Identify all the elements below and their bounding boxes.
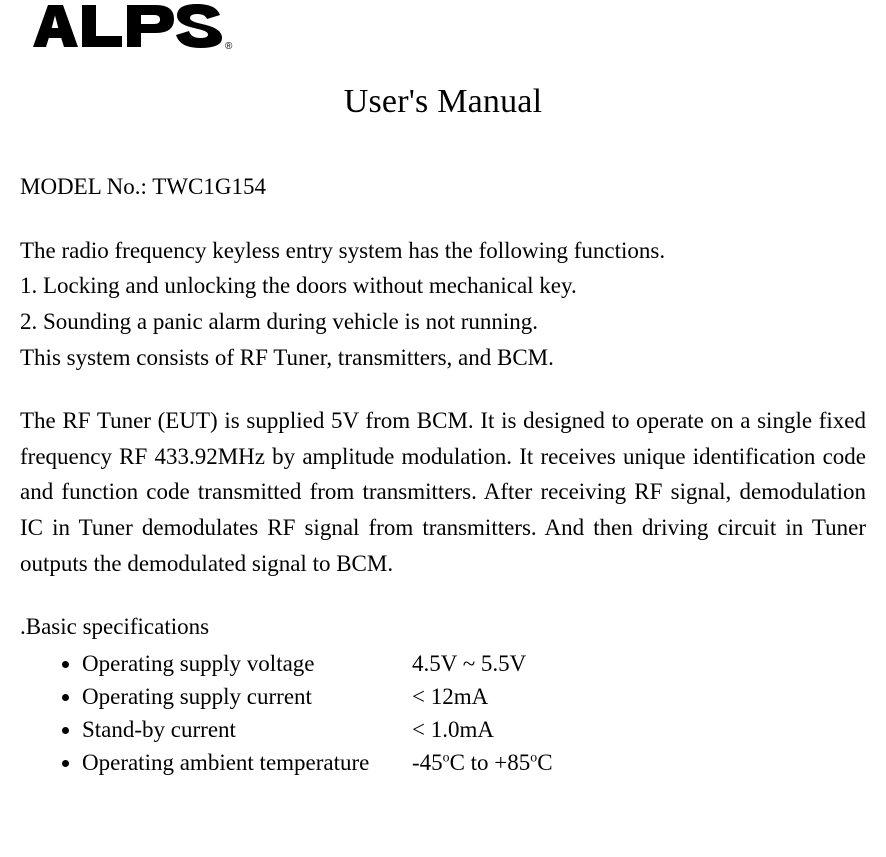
spec-value: -45oC to +85oC xyxy=(412,746,866,779)
logo-row: ® xyxy=(20,0,866,55)
body: MODEL No.: TWC1G154 The radio frequency … xyxy=(20,169,866,779)
function-1: 1. Locking and unlocking the doors witho… xyxy=(20,268,866,304)
consists-line: This system consists of RF Tuner, transm… xyxy=(20,340,866,376)
model-label: MODEL No.: xyxy=(20,174,152,199)
spec-item: Operating supply voltage 4.5V ~ 5.5V xyxy=(82,647,866,680)
function-2: 2. Sounding a panic alarm during vehicle… xyxy=(20,304,866,340)
spec-list: Operating supply voltage 4.5V ~ 5.5V Ope… xyxy=(20,647,866,779)
spec-label: Operating supply voltage xyxy=(82,647,412,680)
page: ® User's Manual MODEL No.: TWC1G154 The … xyxy=(0,0,886,857)
spec-item: Stand-by current < 1.0mA xyxy=(82,713,866,746)
intro-line: The radio frequency keyless entry system… xyxy=(20,233,866,269)
spec-value: < 1.0mA xyxy=(412,713,866,746)
spec-label: Operating supply current xyxy=(82,680,412,713)
functions-block: The radio frequency keyless entry system… xyxy=(20,233,866,376)
model-value: TWC1G154 xyxy=(152,174,266,199)
spec-item: Operating supply current < 12mA xyxy=(82,680,866,713)
spec-heading: .Basic specifications xyxy=(20,609,866,645)
description-paragraph: The RF Tuner (EUT) is supplied 5V from B… xyxy=(20,403,866,581)
spec-label: Stand-by current xyxy=(82,713,412,746)
alps-logo: ® xyxy=(24,3,234,55)
spec-item: Operating ambient temperature -45oC to +… xyxy=(82,746,866,779)
spec-value: < 12mA xyxy=(412,680,866,713)
spec-value: 4.5V ~ 5.5V xyxy=(412,647,866,680)
model-line: MODEL No.: TWC1G154 xyxy=(20,169,866,205)
spec-label: Operating ambient temperature xyxy=(82,746,412,779)
document-title: User's Manual xyxy=(20,83,866,121)
reg-mark: ® xyxy=(225,41,233,52)
